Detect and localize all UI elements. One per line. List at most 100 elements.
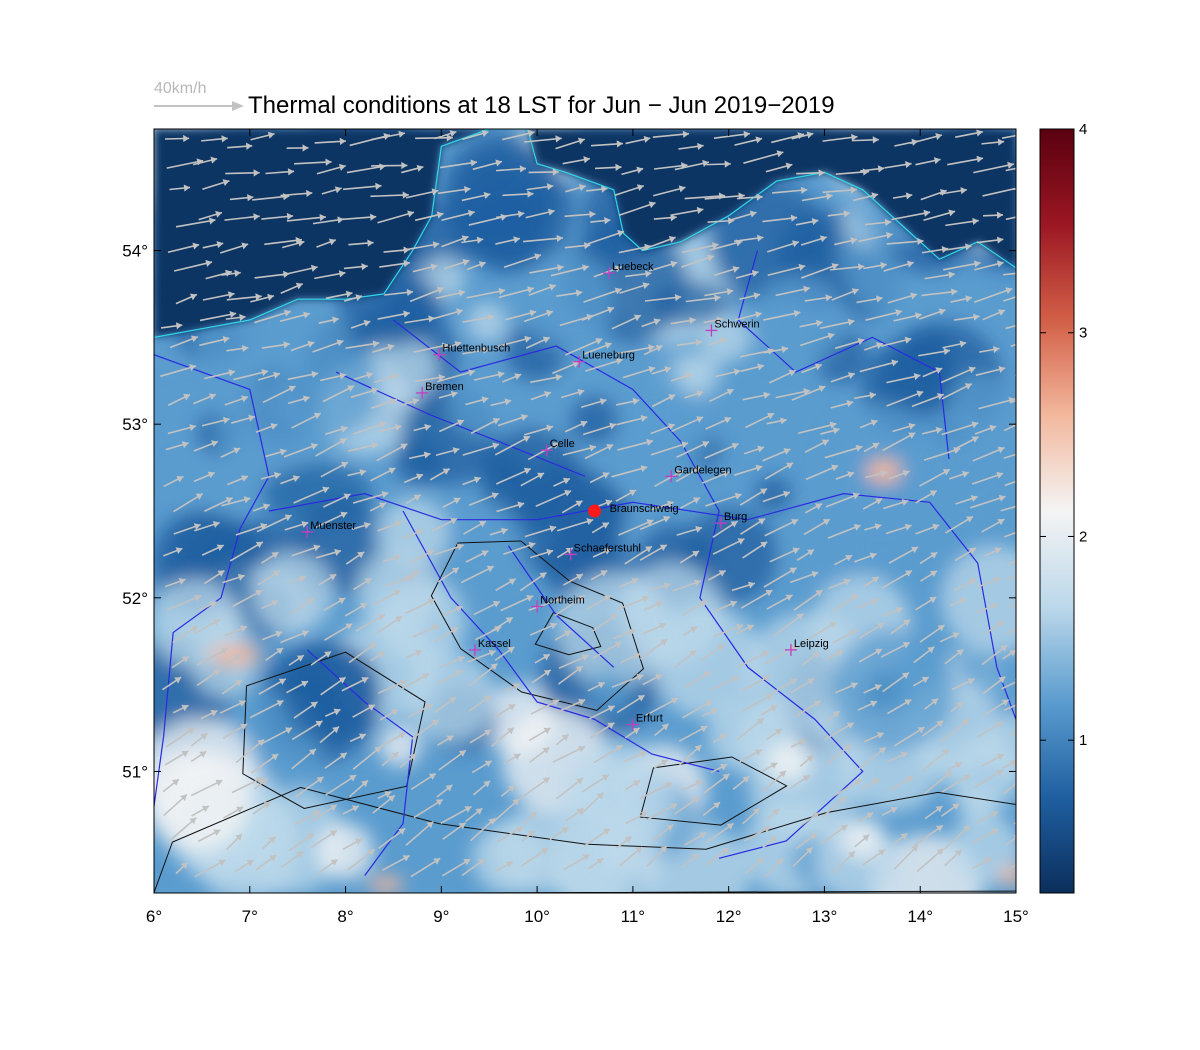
wind-arrow: [884, 160, 912, 169]
wind-arrow: [318, 573, 337, 586]
wind-arrow: [675, 466, 701, 483]
wind-arrow: [745, 412, 775, 429]
wind-arrow: [413, 798, 444, 819]
hotspot: [865, 459, 902, 484]
wind-arrow: [739, 749, 763, 763]
wind-arrow: [349, 733, 367, 743]
wind-arrow: [261, 551, 279, 564]
wind-arrow: [1009, 730, 1016, 737]
wind-arrow: [974, 424, 997, 435]
wind-arrow: [981, 138, 1005, 146]
wind-arrow: [881, 432, 916, 452]
wind-arrow: [280, 475, 300, 485]
wind-arrow: [408, 451, 431, 460]
wind-arrow: [252, 801, 272, 815]
wind-arrow: [552, 745, 586, 763]
wind-arrow: [163, 475, 184, 488]
wind-arrow: [353, 577, 373, 591]
wind-arrow: [401, 164, 424, 174]
wind-arrow: [713, 600, 738, 613]
wind-arrow: [887, 292, 918, 304]
thermal-blob: [517, 253, 613, 350]
thermal-blob: [586, 670, 631, 715]
wind-arrow: [255, 423, 278, 433]
wind-arrow: [735, 624, 754, 635]
coastline: [154, 129, 1016, 338]
wind-arrow: [494, 646, 515, 662]
wind-arrow: [670, 372, 693, 382]
wind-arrow: [682, 626, 698, 637]
wind-arrow: [1004, 531, 1016, 538]
wind-arrow: [830, 400, 854, 409]
wind-arrow: [231, 776, 264, 794]
wind-arrow: [863, 261, 887, 270]
wind-arrow: [681, 242, 719, 254]
cool-area: [650, 280, 731, 325]
wind-arrow: [858, 622, 885, 640]
wind-arrow: [789, 774, 811, 789]
wind-arrow: [384, 288, 414, 297]
thermal-blob: [947, 813, 1016, 888]
wind-arrow: [342, 213, 377, 221]
wind-arrow: [352, 745, 382, 770]
wind-arrow: [503, 541, 536, 555]
thermal-blob: [840, 817, 884, 861]
wind-arrow: [947, 155, 984, 166]
wind-arrow: [592, 641, 622, 659]
wind-arrow: [1000, 505, 1016, 512]
wind-arrow: [766, 594, 793, 610]
wind-arrow: [258, 371, 281, 381]
border-line: [737, 250, 950, 459]
wind-arrow: [924, 271, 955, 280]
city-label: Schwerin: [714, 318, 759, 330]
wind-arrow: [373, 373, 399, 384]
city-marker: Gardelegen: [665, 464, 732, 483]
wind-arrow: [1002, 272, 1016, 276]
colorbar: [1039, 128, 1075, 894]
wind-arrow: [260, 471, 281, 480]
wind-arrow: [945, 217, 979, 227]
wind-arrow: [165, 441, 189, 451]
wind-arrow: [653, 759, 669, 769]
wind-arrow: [190, 732, 208, 747]
wind-arrow: [401, 398, 420, 406]
wind-arrow: [793, 589, 823, 611]
wind-arrow: [582, 422, 617, 436]
wind-arrow: [295, 776, 324, 798]
y-tick-label: 53°: [122, 415, 148, 434]
wind-arrow: [233, 369, 269, 381]
wind-arrow: [919, 468, 951, 487]
wind-arrow: [886, 373, 921, 384]
wind-arrow: [617, 438, 654, 451]
wind-arrow: [945, 515, 974, 534]
wind-arrow: [310, 804, 338, 823]
wind-arrow: [921, 288, 958, 297]
wind-arrow: [615, 489, 637, 502]
thermal-blob: [491, 808, 579, 893]
wind-arrow: [377, 520, 403, 532]
wind-arrow: [164, 750, 189, 766]
wind-arrow: [220, 447, 241, 458]
wind-arrow: [434, 626, 459, 643]
wind-arrow: [800, 235, 827, 246]
wind-arrow: [229, 194, 254, 202]
wind-arrow: [915, 489, 938, 504]
wind-arrow: [1008, 560, 1016, 565]
wind-arrow: [350, 319, 371, 329]
wind-arrow: [196, 668, 221, 687]
wind-arrow: [703, 316, 724, 324]
thermal-blob: [592, 826, 634, 867]
wind-arrow: [405, 649, 423, 659]
wind-arrow: [618, 519, 654, 536]
wind-arrow: [950, 701, 964, 713]
wind-arrow: [489, 527, 509, 536]
x-tick-label: 8°: [337, 907, 353, 926]
wind-arrow: [354, 371, 374, 380]
wind-arrow: [204, 497, 233, 512]
city-label: Gardelegen: [674, 464, 732, 476]
wind-arrow: [227, 142, 253, 150]
wind-reference-label: 40km/h: [154, 80, 207, 97]
wind-arrow: [919, 551, 938, 565]
wind-arrow: [528, 168, 559, 176]
wind-arrow: [469, 729, 492, 744]
